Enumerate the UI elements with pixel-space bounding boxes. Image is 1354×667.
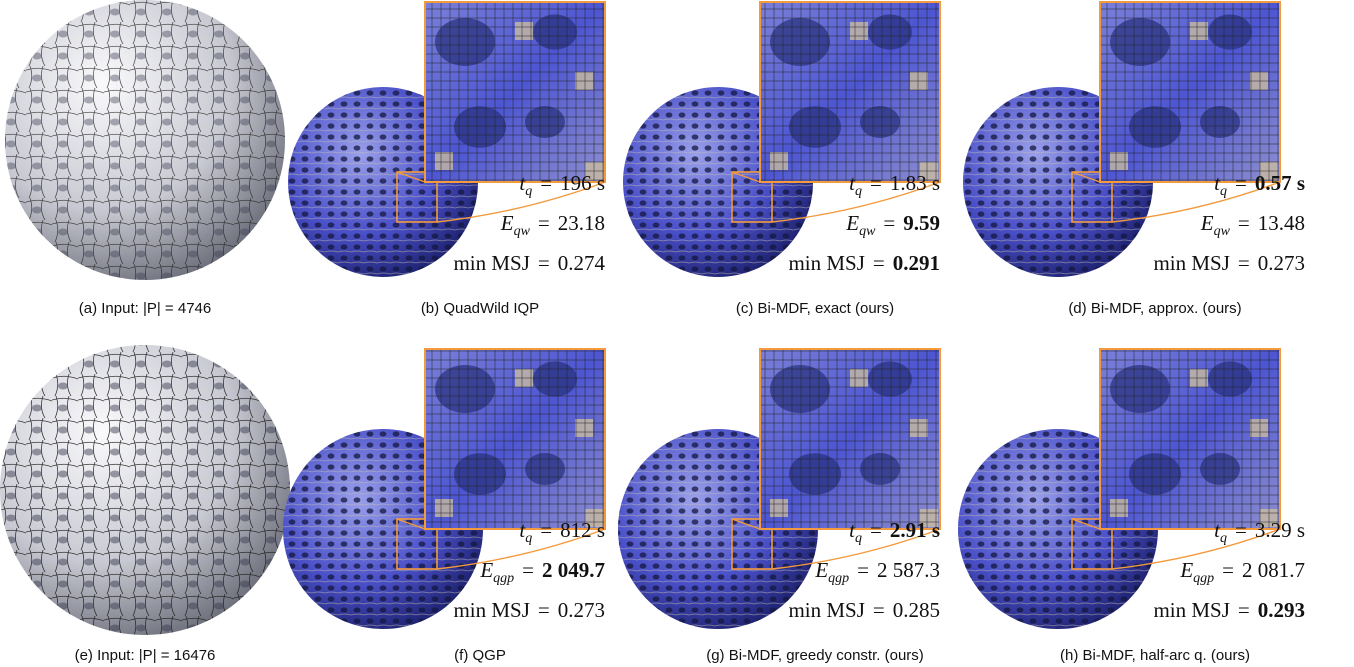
caption: (h) Bi-MDF, half-arc q. (ours) bbox=[1060, 647, 1250, 664]
metric-subscript: qgp bbox=[493, 571, 514, 586]
inset-grid bbox=[760, 2, 940, 182]
inset-grid bbox=[425, 349, 605, 529]
metric-relation: = bbox=[1222, 558, 1234, 582]
caption: (a) Input: |P| = 4746 bbox=[79, 300, 211, 317]
metric-relation: = bbox=[522, 558, 534, 582]
metric-relation: = bbox=[538, 251, 550, 275]
metric: min MSJ = 0.285 bbox=[788, 598, 940, 622]
metric-value: 0.293 bbox=[1258, 598, 1305, 622]
metric-value: 2 081.7 bbox=[1242, 558, 1305, 582]
metric: Eqgp = 2 049.7 bbox=[479, 558, 605, 586]
metric-value: 9.59 bbox=[903, 211, 940, 235]
metric: min MSJ = 0.291 bbox=[788, 251, 940, 275]
caption: (b) QuadWild IQP bbox=[421, 300, 539, 317]
caption: (f) QGP bbox=[454, 647, 506, 664]
metric-relation: = bbox=[538, 598, 550, 622]
panel: (e) Input: |P| = 16476 bbox=[0, 345, 290, 664]
caption: (g) Bi-MDF, greedy constr. (ours) bbox=[706, 647, 924, 664]
panel: tq=3.29 sEqgp=2 081.7min MSJ=0.293(h) Bi… bbox=[958, 349, 1305, 664]
metric-value: 196 s bbox=[560, 171, 605, 195]
metric-symbol: min MSJ bbox=[788, 598, 864, 622]
metric-value: 2 049.7 bbox=[542, 558, 605, 582]
metric-symbol: E bbox=[814, 558, 828, 582]
metric-symbol: min MSJ bbox=[1153, 251, 1229, 275]
metric: min MSJ = 0.273 bbox=[1153, 251, 1305, 275]
metric-value: 0.273 bbox=[558, 598, 605, 622]
metric-subscript: q bbox=[1220, 531, 1227, 546]
metric-symbol: min MSJ bbox=[788, 251, 864, 275]
metric-relation: = bbox=[1238, 211, 1250, 235]
metric-relation: = bbox=[538, 211, 550, 235]
metric-relation: = bbox=[873, 251, 885, 275]
panel: (a) Input: |P| = 4746 bbox=[5, 0, 285, 317]
quad-layout bbox=[5, 0, 285, 280]
caption: (d) Bi-MDF, approx. (ours) bbox=[1068, 300, 1241, 317]
metric-value: 812 s bbox=[560, 518, 605, 542]
metric-subscript: q bbox=[1220, 184, 1227, 199]
metric-value: 0.57 s bbox=[1255, 171, 1305, 195]
metric-value: 2.91 s bbox=[890, 518, 940, 542]
metric-subscript: qw bbox=[1214, 224, 1231, 239]
metric: Eqgp = 2 587.3 bbox=[814, 558, 940, 586]
metric-relation: = bbox=[540, 171, 552, 195]
inset-grid bbox=[1100, 2, 1280, 182]
metric: Eqw = 13.48 bbox=[1200, 211, 1305, 239]
metric-value: 3.29 s bbox=[1255, 518, 1305, 542]
metric-relation: = bbox=[870, 518, 882, 542]
caption: (c) Bi-MDF, exact (ours) bbox=[736, 300, 894, 317]
metric-subscript: q bbox=[855, 184, 862, 199]
metric-subscript: qgp bbox=[1193, 571, 1214, 586]
metric: min MSJ = 0.293 bbox=[1153, 598, 1305, 622]
metric-relation: = bbox=[1238, 598, 1250, 622]
metric-value: 2 587.3 bbox=[877, 558, 940, 582]
metric-symbol: E bbox=[1179, 558, 1193, 582]
metric-value: 0.274 bbox=[558, 251, 606, 275]
metric-value: 0.273 bbox=[1258, 251, 1305, 275]
metric-subscript: qw bbox=[859, 224, 876, 239]
metric: Eqw = 23.18 bbox=[500, 211, 605, 239]
metric-relation: = bbox=[1238, 251, 1250, 275]
inset-grid bbox=[760, 349, 940, 529]
metric-symbol: min MSJ bbox=[1153, 598, 1229, 622]
metric-symbol: E bbox=[479, 558, 493, 582]
metric-symbol: E bbox=[845, 211, 859, 235]
metric-relation: = bbox=[857, 558, 869, 582]
inset-grid bbox=[425, 2, 605, 182]
metric-relation: = bbox=[870, 171, 882, 195]
metric-symbol: min MSJ bbox=[453, 251, 529, 275]
metric-relation: = bbox=[1235, 518, 1247, 542]
metric-subscript: q bbox=[525, 184, 532, 199]
metric-value: 0.285 bbox=[893, 598, 940, 622]
metric-subscript: q bbox=[855, 531, 862, 546]
metric: min MSJ = 0.274 bbox=[453, 251, 605, 275]
quad-layout bbox=[0, 345, 290, 635]
metric: Eqgp = 2 081.7 bbox=[1179, 558, 1305, 586]
metric-value: 13.48 bbox=[1258, 211, 1305, 235]
metric-value: 0.291 bbox=[893, 251, 940, 275]
metric-subscript: qgp bbox=[828, 571, 849, 586]
metric-relation: = bbox=[873, 598, 885, 622]
inset-grid bbox=[1100, 349, 1280, 529]
panel: tq=196 sEqw=23.18min MSJ=0.274(b) QuadWi… bbox=[288, 2, 606, 317]
metric-symbol: E bbox=[1200, 211, 1214, 235]
metric-value: 1.83 s bbox=[890, 171, 940, 195]
metric-subscript: qw bbox=[514, 224, 531, 239]
figure: (a) Input: |P| = 4746tq=196 sEqw=23.18mi… bbox=[0, 0, 1354, 667]
metric-subscript: q bbox=[525, 531, 532, 546]
metric-symbol: E bbox=[500, 211, 514, 235]
metric-relation: = bbox=[883, 211, 895, 235]
metric-relation: = bbox=[1235, 171, 1247, 195]
metric-symbol: min MSJ bbox=[453, 598, 529, 622]
metric: min MSJ = 0.273 bbox=[453, 598, 605, 622]
metric-value: 23.18 bbox=[558, 211, 605, 235]
caption: (e) Input: |P| = 16476 bbox=[75, 647, 216, 664]
metric: Eqw = 9.59 bbox=[845, 211, 940, 239]
metric-relation: = bbox=[540, 518, 552, 542]
